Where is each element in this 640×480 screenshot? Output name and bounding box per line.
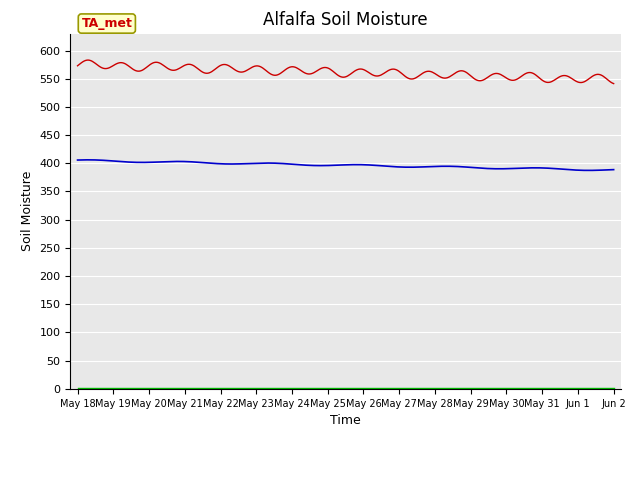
X-axis label: Time: Time <box>330 414 361 427</box>
Text: TA_met: TA_met <box>81 17 132 30</box>
Title: Alfalfa Soil Moisture: Alfalfa Soil Moisture <box>263 11 428 29</box>
Y-axis label: Soil Moisture: Soil Moisture <box>21 171 34 252</box>
